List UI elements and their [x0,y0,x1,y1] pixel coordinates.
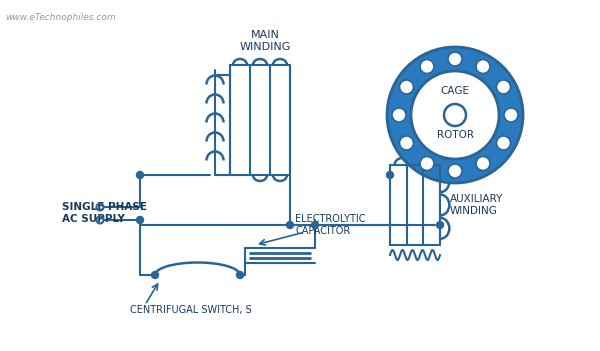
Text: SINGLE PHASE: SINGLE PHASE [62,202,147,212]
Circle shape [476,157,490,171]
Circle shape [236,272,244,278]
Circle shape [444,104,466,126]
Circle shape [400,80,413,94]
Circle shape [287,221,293,229]
Text: ROTOR: ROTOR [437,130,473,140]
Text: CAGE: CAGE [440,86,470,96]
Circle shape [137,172,143,179]
Circle shape [151,272,158,278]
Text: AUXILIARY
WINDING: AUXILIARY WINDING [450,194,503,216]
Circle shape [137,217,143,224]
Circle shape [496,136,511,150]
Circle shape [400,136,413,150]
Text: CENTRIFUGAL SWITCH, S: CENTRIFUGAL SWITCH, S [130,305,252,315]
Circle shape [420,157,434,171]
Circle shape [437,221,443,229]
Circle shape [496,80,511,94]
Circle shape [311,221,319,229]
Circle shape [504,108,518,122]
Circle shape [392,108,406,122]
Text: MAIN
WINDING: MAIN WINDING [239,30,290,52]
Circle shape [387,47,523,183]
Circle shape [448,52,462,66]
Circle shape [386,172,394,179]
Text: www.eTechnophiles.com: www.eTechnophiles.com [5,13,116,22]
Circle shape [420,60,434,73]
Text: ELECTROLYTIC
CAPACITOR: ELECTROLYTIC CAPACITOR [295,214,365,236]
Circle shape [411,71,499,159]
Circle shape [448,164,462,178]
Circle shape [476,60,490,73]
Text: AC SUPPLY: AC SUPPLY [62,214,125,224]
